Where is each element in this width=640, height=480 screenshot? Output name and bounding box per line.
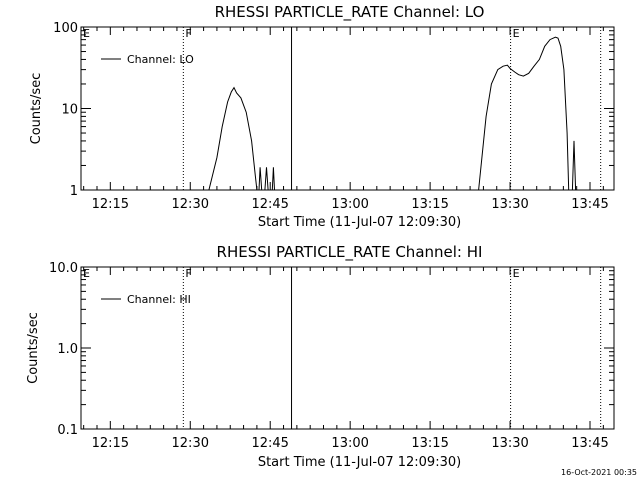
x-tick-label: 13:45 (571, 436, 608, 451)
x-tick-label: 12:15 (92, 197, 129, 212)
x-tick-label: 13:00 (331, 436, 368, 451)
series-line-segment (258, 167, 263, 190)
x-tick-label: 13:45 (571, 197, 608, 212)
y-tick-label: 10.0 (49, 261, 78, 276)
x-tick-label: 12:30 (172, 197, 209, 212)
y-tick-label: 10 (61, 103, 78, 118)
flag-label: E (513, 267, 520, 280)
series-line-segment (571, 140, 577, 190)
panel-hi-channel: RHESSI PARTICLE_RATE Channel: HI 12:15 12:… (26, 243, 615, 470)
series-line-segment (208, 86, 258, 190)
series-line-segment (478, 36, 570, 190)
x-axis-label: Start Time (11-Jul-07 12:09:30) (258, 455, 461, 470)
x-tick-label: 13:30 (491, 436, 528, 451)
series-line-segment (271, 167, 275, 190)
plot-frame (80, 26, 615, 191)
x-tick-label: 12:15 (92, 436, 129, 451)
plot-frame (80, 266, 615, 430)
flag-label: F (185, 27, 191, 40)
y-axis-label: Counts/sec (26, 312, 41, 384)
y-tick-label: 1 (70, 184, 78, 199)
timestamp-label: 16-Oct-2021 00:35 (561, 468, 637, 477)
panel-lo-channel: RHESSI PARTICLE_RATE Channel: LO 12:15 12:… (29, 3, 615, 230)
x-tick-label: 13:00 (331, 197, 368, 212)
x-axis-label: Start Time (11-Jul-07 12:09:30) (258, 215, 461, 230)
y-tick-label: 100 (53, 21, 78, 36)
flag-label: E (83, 27, 90, 40)
x-tick-label: 13:15 (411, 197, 448, 212)
chart-title: RHESSI PARTICLE_RATE Channel: HI (217, 243, 483, 262)
flag-label: F (185, 267, 191, 280)
x-tick-label: 12:45 (251, 436, 288, 451)
chart-title: RHESSI PARTICLE_RATE Channel: LO (215, 3, 485, 22)
series-line-segment (264, 167, 269, 190)
x-tick-label: 12:30 (172, 436, 209, 451)
y-tick-label: 1.0 (57, 342, 78, 357)
x-tick-label: 12:45 (251, 197, 288, 212)
flag-label: E (513, 27, 520, 40)
flag-label: E (83, 267, 90, 280)
legend-label: Channel: HI (127, 293, 191, 306)
y-axis-label: Counts/sec (29, 73, 44, 145)
x-tick-label: 13:15 (411, 436, 448, 451)
x-tick-label: 13:30 (491, 197, 528, 212)
y-tick-label: 0.1 (57, 423, 78, 438)
legend-label: Channel: LO (127, 53, 194, 66)
